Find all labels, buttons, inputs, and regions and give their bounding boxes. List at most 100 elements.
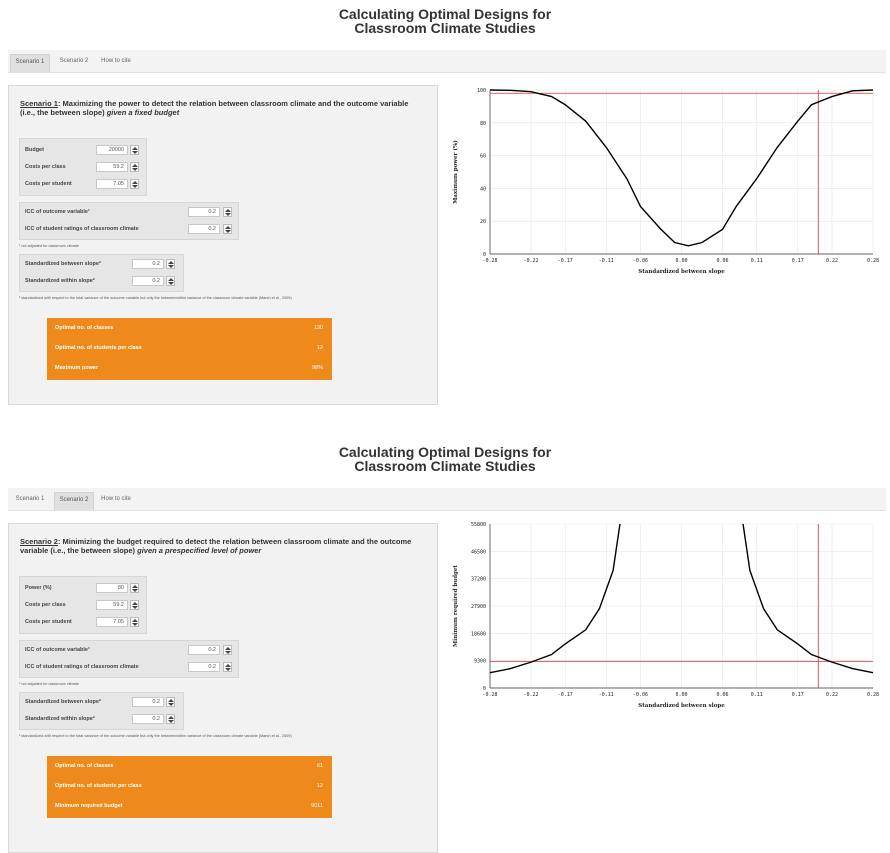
number-input[interactable]: 0.2 (188, 645, 220, 655)
spinner-arrows-icon[interactable] (166, 276, 175, 286)
number-input[interactable]: 0.2 (188, 224, 220, 234)
scenario-description: : Maximizing the power to detect the rel… (20, 99, 409, 117)
tab-scenario-2[interactable]: Scenario 2 (54, 492, 94, 510)
tab-how-to-cite[interactable]: How to cite (101, 58, 131, 64)
input-label: ICC of student ratings of classroom clim… (25, 226, 139, 232)
chart-1: -0.28 -0.22 -0.17 -0.11 -0.06 0.00 0.06 0.11 0.1… (445, 84, 885, 284)
spinner-arrows-icon[interactable] (130, 179, 139, 189)
number-input[interactable]: 0.2 (132, 259, 164, 269)
result-label: Optimal no. of students per class (55, 783, 142, 789)
tab-how-to-cite[interactable]: How to cite (101, 496, 131, 502)
series-line-left (489, 523, 621, 674)
number-input[interactable]: 0.2 (132, 714, 164, 724)
scenario-description: : Minimizing the budget required to dete… (20, 537, 412, 555)
input-label: Costs per student (25, 181, 72, 187)
x-tick-label: -0.17 (558, 258, 573, 264)
spinner-arrows-icon[interactable] (130, 145, 139, 155)
y-tick-label: 55800 (471, 522, 486, 528)
x-tick-label: 0.00 (675, 258, 687, 264)
result-value: 12 (316, 783, 323, 789)
spinner-arrows-icon[interactable] (166, 697, 175, 707)
scenario-condition: given a fixed budget (106, 108, 180, 117)
result-value: 9011 (311, 803, 323, 809)
x-tick-label: -0.06 (633, 258, 648, 264)
input-label: Costs per class (25, 164, 66, 170)
spinner-arrows-icon[interactable] (130, 162, 139, 172)
x-tick-label: 0.28 (867, 258, 879, 264)
spinner-arrows-icon[interactable] (223, 662, 232, 672)
tab-bar: Scenario 1 Scenario 2 How to cite (8, 50, 886, 73)
number-input[interactable]: 7.05 (96, 617, 128, 627)
result-label: Optimal no. of classes (55, 325, 114, 331)
sidebar-panel: Scenario 1: Maximizing the power to dete… (8, 85, 438, 405)
x-tick-label: 0.00 (675, 692, 687, 698)
spinner-arrows-icon[interactable] (166, 259, 175, 269)
input-label: Budget (25, 147, 44, 153)
spinner-arrows-icon[interactable] (130, 617, 139, 627)
sidebar-panel: Scenario 2: Minimizing the budget requir… (8, 523, 438, 853)
input-label: Costs per class (25, 602, 66, 608)
spinner-arrows-icon[interactable] (223, 207, 232, 217)
y-axis-title: Maximum power (%) (452, 140, 459, 204)
y-tick-label: 18600 (471, 631, 486, 637)
icc-inputs-box: ICC of outcome variable¹ 0.2 ICC of studen… (19, 202, 239, 240)
number-input[interactable]: 0.2 (132, 276, 164, 286)
slope-inputs-box: Standardized between slope² 0.2 Standardiz… (19, 692, 184, 730)
x-tick-label: -0.17 (558, 692, 573, 698)
input-label: Standardized between slope² (25, 699, 101, 705)
y-tick-label: 20 (480, 219, 486, 225)
slope-inputs-box: Standardized between slope² 0.2 Standardiz… (19, 254, 184, 292)
spinner-arrows-icon[interactable] (130, 600, 139, 610)
results-box: Optimal no. of classes 130 Optimal no. of … (47, 318, 332, 380)
series-line-right (742, 523, 874, 674)
x-tick-label: -0.22 (524, 692, 539, 698)
result-label: Minimum required budget (55, 803, 123, 809)
x-axis-title: Standardized between slope (638, 703, 725, 709)
tab-scenario-2[interactable]: Scenario 2 (59, 58, 89, 64)
spinner-arrows-icon[interactable] (223, 224, 232, 234)
tab-scenario-1[interactable]: Scenario 1 (10, 54, 50, 72)
result-row: Maximum power 98% (55, 364, 323, 372)
x-tick-label: 0.06 (717, 692, 729, 698)
number-input[interactable]: 80 (96, 583, 128, 593)
number-input[interactable]: 20000 (96, 145, 128, 155)
spinner-arrows-icon[interactable] (130, 583, 139, 593)
chart-svg: -0.28 -0.22 -0.17 -0.11 -0.06 0.00 0.06 0.11 0.1… (453, 522, 879, 709)
scenario-name: Scenario 2 (20, 537, 58, 546)
result-row: Optimal no. of classes 130 (55, 324, 323, 332)
result-value: 61 (316, 763, 323, 769)
result-row: Optimal no. of students per class 12 (55, 344, 323, 352)
cost-inputs-box: Budget 20000 Costs per class 59.2 Costs per … (19, 138, 147, 196)
scenario-heading: Scenario 2: Minimizing the budget requir… (20, 537, 420, 555)
x-tick-label: -0.06 (633, 692, 648, 698)
x-tick-label: 0.17 (792, 258, 804, 264)
result-row: Optimal no. of classes 61 (55, 762, 323, 770)
spinner-arrows-icon[interactable] (166, 714, 175, 724)
x-tick-label: -0.22 (524, 258, 539, 264)
scenario-name: Scenario 1 (20, 99, 58, 108)
x-tick-label: 0.06 (717, 258, 729, 264)
input-label: Power (%) (25, 585, 52, 591)
spinner-arrows-icon[interactable] (223, 645, 232, 655)
number-input[interactable]: 0.2 (132, 697, 164, 707)
x-tick-label: -0.11 (599, 258, 614, 264)
cost-inputs-box: Power (%) 80 Costs per class 59.2 Costs per … (19, 576, 147, 634)
y-tick-label: 27900 (471, 604, 486, 610)
x-tick-label: 0.22 (826, 258, 838, 264)
result-label: Maximum power (55, 365, 99, 371)
x-tick-label: 0.17 (792, 692, 804, 698)
number-input[interactable]: 0.2 (188, 662, 220, 672)
input-label: ICC of outcome variable¹ (25, 209, 90, 215)
y-tick-label: 0 (483, 686, 486, 692)
x-tick-label: -0.28 (482, 258, 497, 264)
icc-footnote: ¹ not adjusted for classroom climate (19, 682, 79, 686)
chart-svg: -0.28 -0.22 -0.17 -0.11 -0.06 0.00 0.06 0.11 0.1… (452, 88, 879, 275)
icc-inputs-box: ICC of outcome variable¹ 0.2 ICC of studen… (19, 640, 239, 678)
x-tick-label: 0.28 (867, 692, 879, 698)
tab-scenario-1[interactable]: Scenario 1 (15, 496, 45, 502)
number-input[interactable]: 0.2 (188, 207, 220, 217)
y-tick-label: 37200 (471, 577, 486, 583)
number-input[interactable]: 59.2 (96, 600, 128, 610)
number-input[interactable]: 7.05 (96, 179, 128, 189)
number-input[interactable]: 59.2 (96, 162, 128, 172)
